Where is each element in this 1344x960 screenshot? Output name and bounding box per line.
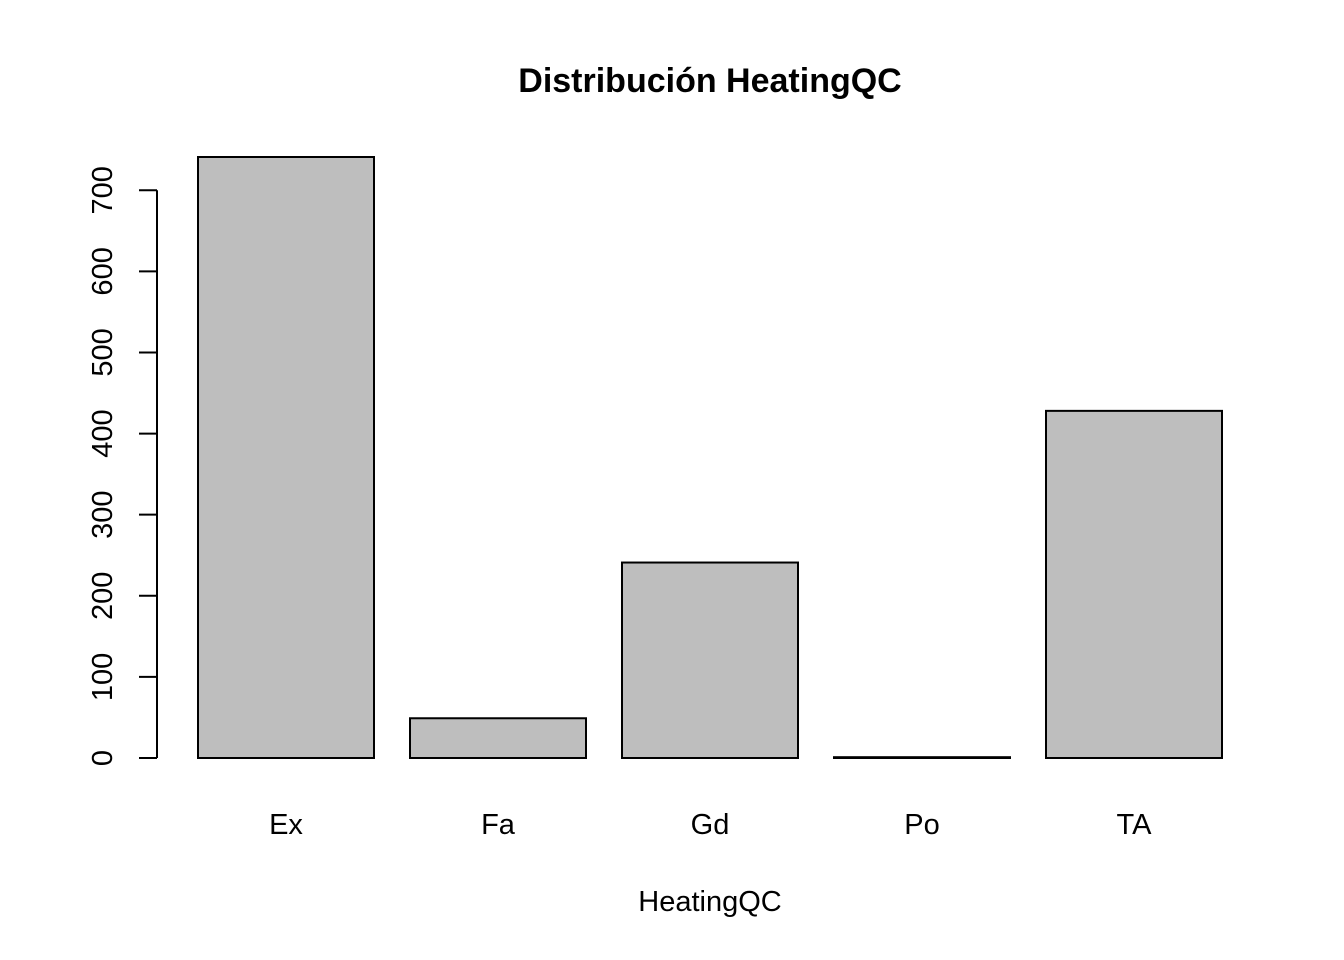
x-axis-title: HeatingQC <box>638 886 781 918</box>
bar-ta <box>1045 409 1223 759</box>
x-tick-labels: Ex Fa Gd Po TA <box>269 809 1152 841</box>
x-tick-label-ex: Ex <box>269 809 303 841</box>
x-tick-label-ta: TA <box>1117 809 1153 841</box>
chart-title: Distribución HeatingQC <box>518 62 901 100</box>
y-axis: 0 100 200 300 400 500 600 700 <box>87 166 158 766</box>
y-tick-label: 200 <box>87 572 119 620</box>
bar-ex <box>197 156 375 759</box>
bar-po <box>833 756 1011 759</box>
y-tick-label: 0 <box>87 750 119 766</box>
y-tick-label: 300 <box>87 490 119 538</box>
x-tick-label-fa: Fa <box>481 809 516 841</box>
bar-fa <box>409 717 587 759</box>
y-tick-label: 700 <box>87 166 119 214</box>
x-tick-label-gd: Gd <box>691 809 730 841</box>
bars <box>197 156 1223 760</box>
bar-gd <box>621 561 799 760</box>
y-tick-label: 600 <box>87 247 119 295</box>
y-tick-label: 500 <box>87 328 119 376</box>
x-tick-label-po: Po <box>904 809 939 841</box>
y-ticks: 0 100 200 300 400 500 600 700 <box>87 166 157 766</box>
y-tick-label: 100 <box>87 653 119 701</box>
y-tick-label: 400 <box>87 409 119 457</box>
